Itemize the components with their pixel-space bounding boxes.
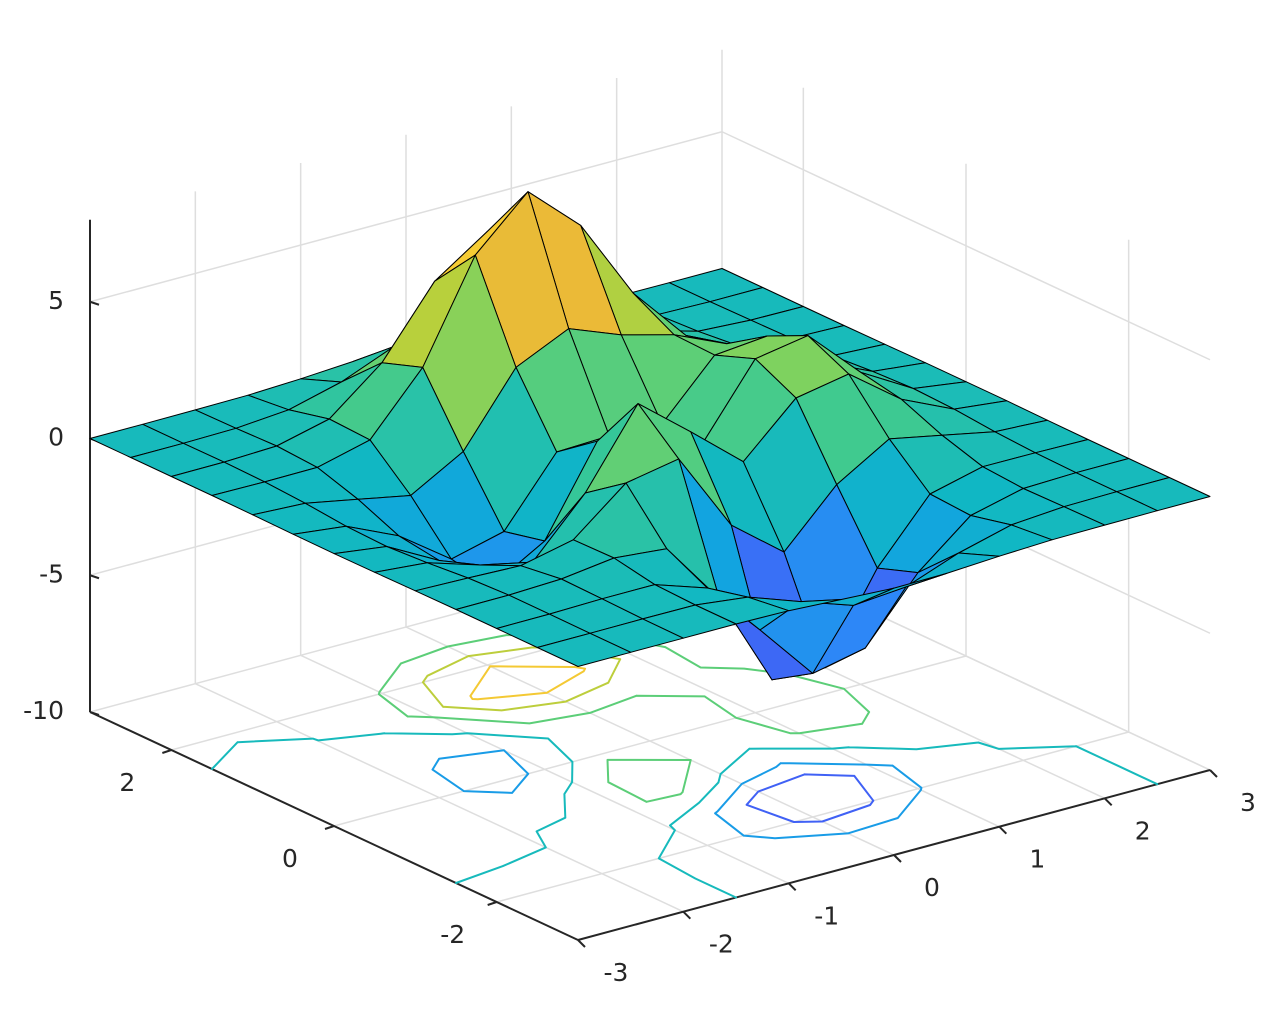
x-tick-label: 0 (924, 873, 940, 902)
z-tick-label: -5 (39, 559, 64, 588)
x-tick (682, 910, 692, 920)
y-tick (324, 825, 335, 830)
x-tick-label: 2 (1135, 816, 1151, 845)
contour-line (469, 665, 587, 701)
z-tick (89, 300, 100, 306)
z-tick (89, 711, 100, 716)
y-tick (162, 749, 172, 754)
grid-line (721, 131, 1211, 361)
z-tick-label: 0 (48, 423, 64, 452)
x-tick (1103, 797, 1113, 807)
x-tick-label: -1 (814, 901, 839, 930)
y-tick (487, 901, 497, 906)
contour-line (431, 749, 923, 840)
x-tick-label: 1 (1029, 845, 1045, 874)
grid-line (333, 655, 967, 827)
contour-line (211, 732, 1159, 899)
x-tick (998, 825, 1008, 835)
x-tick-label: -3 (604, 958, 629, 987)
y-tick-label: 0 (282, 844, 298, 873)
contour-line (377, 633, 871, 803)
x-tick-label: -2 (709, 930, 734, 959)
x-tick (1209, 769, 1218, 778)
y-tick-label: -2 (440, 920, 465, 949)
x-tick (577, 939, 586, 948)
grid-line (496, 731, 1129, 903)
x-tick-label: 3 (1240, 788, 1256, 817)
grid-line (89, 131, 723, 303)
z-tick-label: 5 (48, 286, 64, 315)
z-tick-label: -10 (23, 696, 64, 725)
z-tick (89, 574, 100, 580)
x-tick (787, 882, 797, 892)
y-tick-label: 2 (119, 768, 135, 797)
x-tick (893, 854, 902, 863)
surface-face (536, 632, 632, 667)
contour-line (745, 773, 875, 823)
